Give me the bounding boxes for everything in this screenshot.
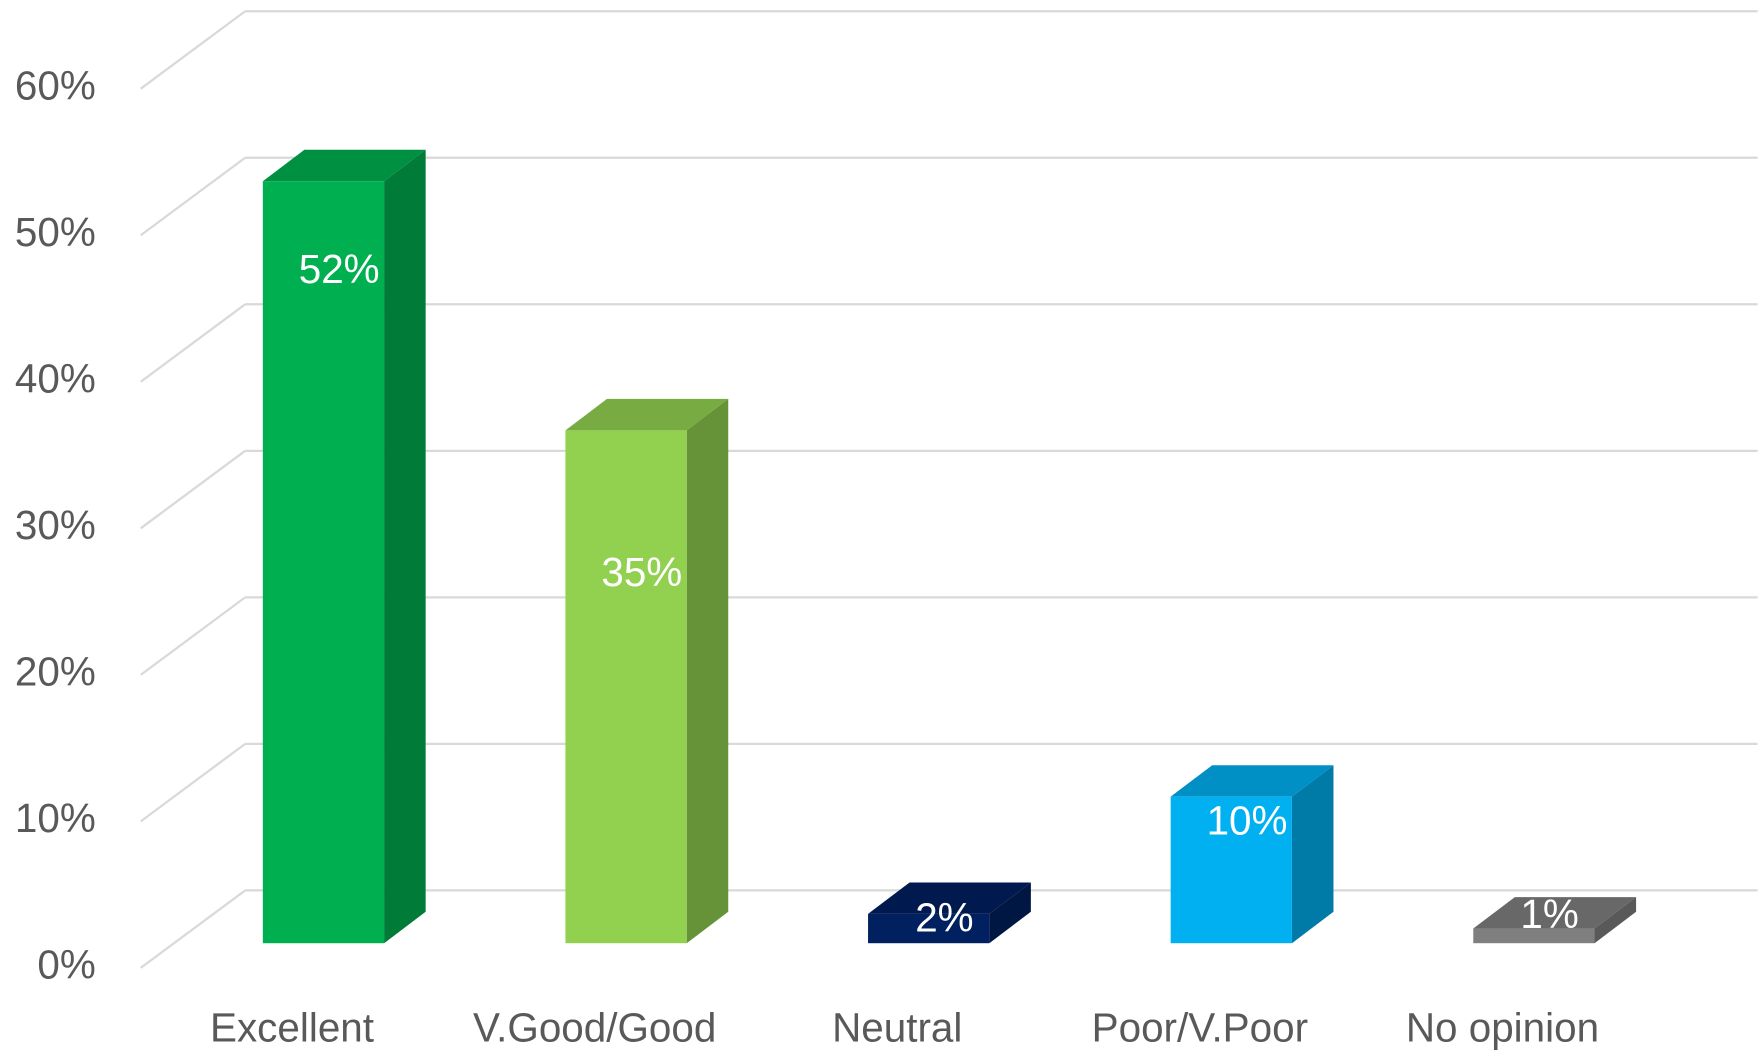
bar-side — [1291, 765, 1334, 944]
x-tick-label: Neutral — [832, 1004, 962, 1050]
x-tick-label: Excellent — [210, 1004, 374, 1050]
bar — [868, 913, 990, 944]
y-tick-label: 20% — [15, 649, 96, 695]
side-grid-line — [140, 449, 246, 530]
bar-side — [1594, 897, 1637, 944]
x-tick-label: No opinion — [1406, 1004, 1599, 1050]
x-tick-label: Poor/V.Poor — [1092, 1004, 1308, 1050]
y-tick-label: 60% — [15, 62, 96, 108]
value-label: 52% — [299, 246, 380, 292]
bar — [1473, 928, 1595, 944]
side-grid-line — [140, 742, 246, 823]
value-label: 2% — [915, 894, 973, 940]
y-tick-label: 10% — [15, 795, 96, 841]
bar-side — [989, 882, 1031, 944]
y-tick-label: 40% — [15, 355, 96, 401]
side-grid-line — [140, 303, 246, 383]
value-label: 10% — [1207, 797, 1288, 843]
value-label: 35% — [601, 549, 682, 595]
side-grid-line — [140, 156, 246, 237]
bar — [262, 181, 385, 944]
bar-top — [565, 398, 729, 431]
y-tick-label: 0% — [37, 942, 95, 988]
value-label: 1% — [1520, 891, 1578, 937]
bar — [1170, 796, 1292, 944]
bar-top — [868, 882, 1031, 914]
bar-side — [686, 398, 729, 944]
y-tick-label: 50% — [15, 209, 96, 255]
bar-top — [262, 149, 426, 182]
bar-top — [1170, 765, 1334, 797]
side-grid-line — [140, 889, 246, 969]
bar — [565, 430, 687, 944]
x-tick-label: V.Good/Good — [473, 1004, 716, 1050]
bar-top — [1473, 897, 1637, 929]
y-tick-label: 30% — [15, 502, 96, 548]
side-grid-line — [140, 596, 246, 676]
bar-side — [384, 149, 426, 944]
side-grid-line — [140, 10, 246, 90]
